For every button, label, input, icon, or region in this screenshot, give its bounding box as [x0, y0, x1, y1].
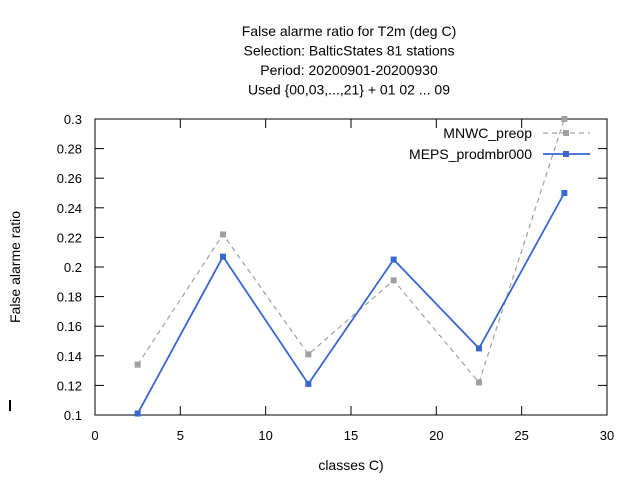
- chart-title-line-4: Used {00,03,...,21} + 01 02 ... 09: [248, 82, 450, 98]
- chart-title-line-3: Period: 20200901-20200930: [260, 62, 438, 78]
- chart-title-line-2: Selection: BalticStates 81 stations: [244, 43, 455, 59]
- y-tick-label: 0.1: [64, 408, 82, 423]
- y-tick-label: 0.14: [57, 349, 82, 364]
- x-tick-label: 0: [91, 428, 98, 443]
- legend: MNWC_preop MEPS_prodmbr000: [409, 125, 590, 162]
- series-group: [134, 116, 568, 417]
- y-tick-label: 0.24: [57, 201, 82, 216]
- x-axis-label: classes C): [318, 457, 383, 473]
- y-tick-label: 0.18: [57, 290, 82, 305]
- data-point: [305, 380, 312, 387]
- x-tick-label: 15: [344, 428, 358, 443]
- series-line-MEPS_prodmbr000: [136, 192, 566, 414]
- legend-marker: [563, 151, 569, 157]
- y-tick-label: 0.28: [57, 142, 82, 157]
- series-line-MNWC_preop: [137, 118, 565, 384]
- legend-marker: [563, 130, 569, 136]
- data-point: [134, 361, 141, 368]
- data-point: [220, 253, 226, 260]
- x-tick-label: 10: [258, 428, 272, 443]
- y-axis-label: False alarme ratio: [7, 211, 23, 323]
- y-tick-label: 0.3: [64, 112, 82, 127]
- x-tick-label: 20: [429, 428, 443, 443]
- x-tick-label: 25: [514, 428, 528, 443]
- y-tick-label: 0.22: [57, 230, 82, 245]
- data-point: [390, 277, 397, 284]
- chart-title-line-1: False alarme ratio for T2m (deg C): [242, 23, 456, 39]
- y-tick-label: 0.2: [64, 260, 82, 275]
- data-point: [476, 379, 482, 386]
- data-point: [134, 410, 141, 417]
- x-tick-label: 30: [600, 428, 614, 443]
- data-point: [390, 256, 397, 263]
- y-tick-label: 0.12: [57, 378, 82, 393]
- data-point: [220, 231, 226, 238]
- axes: 0 5 10 15 20 25 30 0.1 0.12 0.14 0.16 0.18 0.2 0.22 0.…: [7, 112, 614, 473]
- legend-label-MEPS_prodmbr000: MEPS_prodmbr000: [409, 146, 532, 162]
- data-point: [561, 116, 568, 122]
- legend-label-MNWC_preop: MNWC_preop: [443, 125, 532, 141]
- data-point: [476, 345, 482, 352]
- y-tick-label: 0.26: [57, 171, 82, 186]
- data-point: [305, 351, 312, 358]
- plot-frame: [94, 118, 608, 416]
- data-point: [561, 190, 568, 196]
- y-tick-label: 0.16: [57, 319, 82, 334]
- chart-title-block: False alarme ratio for T2m (deg C) Select…: [242, 23, 456, 98]
- x-tick-label: 5: [177, 428, 184, 443]
